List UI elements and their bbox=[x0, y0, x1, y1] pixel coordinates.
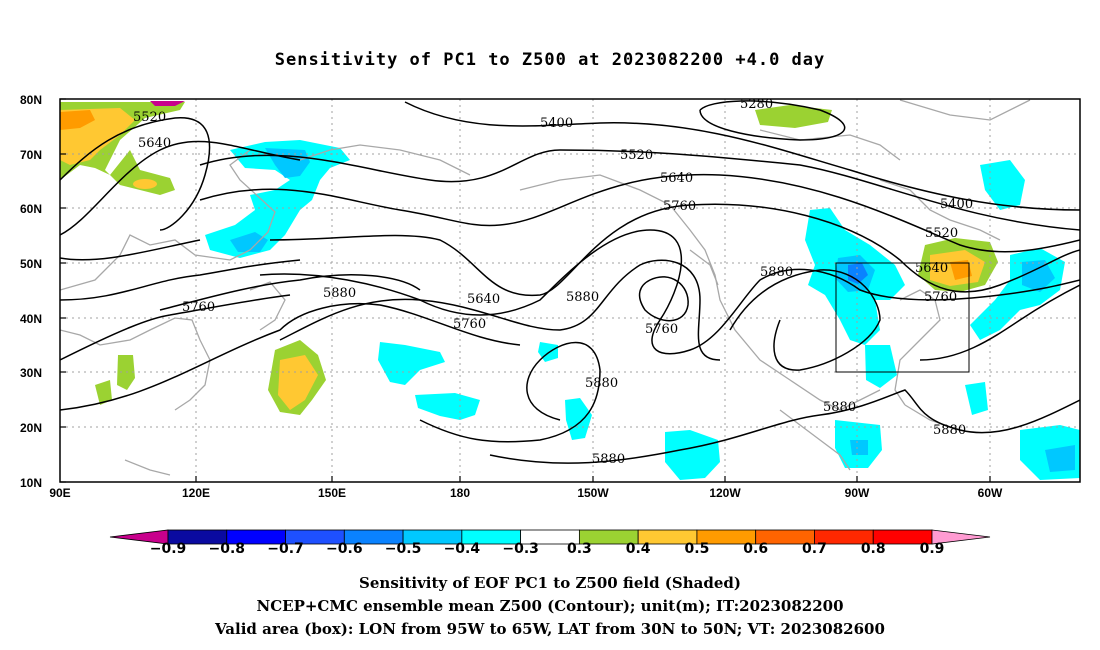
shade-positive bbox=[60, 110, 95, 130]
shade-positive bbox=[755, 105, 832, 128]
shade-negative bbox=[150, 101, 185, 106]
shade-negative bbox=[565, 398, 592, 440]
shade-negative bbox=[1045, 445, 1075, 472]
colorbar-label: 0.3 bbox=[566, 541, 592, 557]
contour-label: 5760 bbox=[663, 199, 696, 214]
contour-label: 5640 bbox=[138, 136, 171, 151]
colorbar-label: 0.7 bbox=[802, 541, 827, 557]
lon-tick-label: 90W bbox=[845, 486, 870, 500]
lon-tick-label: 150W bbox=[577, 486, 609, 500]
colorbar-label: −0.6 bbox=[326, 541, 363, 557]
lat-labels: 80N 70N 60N 50N 40N 30N 20N 10N bbox=[20, 93, 42, 490]
valid-area-box bbox=[835, 262, 970, 373]
shade-negative bbox=[965, 382, 988, 415]
shade-negative bbox=[415, 393, 480, 420]
lon-tick-label: 90E bbox=[49, 486, 70, 500]
shade-positive bbox=[950, 260, 972, 280]
shade-positive bbox=[278, 355, 318, 410]
contour-label: 5760 bbox=[645, 322, 678, 337]
colorbar-label: −0.7 bbox=[267, 541, 304, 557]
lat-tick-label: 20N bbox=[20, 421, 42, 435]
coastlines bbox=[60, 99, 1031, 476]
lat-tick-label: 50N bbox=[20, 257, 42, 271]
colorbar-label: 0.8 bbox=[860, 541, 886, 557]
colorbar bbox=[109, 529, 991, 545]
contour-label: 5640 bbox=[467, 292, 500, 307]
lat-tick-label: 80N bbox=[20, 93, 42, 107]
caption-contour: NCEP+CMC ensemble mean Z500 (Contour); u… bbox=[256, 597, 844, 615]
colorbar-labels: −0.9 −0.8 −0.7 −0.6 −0.5 −0.4 −0.3 0.3 0.4 0.5 0.6… bbox=[0, 541, 1100, 561]
contour-label: 5640 bbox=[660, 171, 693, 186]
caption-shading: Sensitivity of EOF PC1 to Z500 field (Sh… bbox=[359, 574, 741, 592]
shade-negative bbox=[865, 345, 897, 388]
contour-label: 5880 bbox=[323, 286, 356, 301]
lon-labels: 90E 120E 150E 180 150W 120W 90W 60W bbox=[49, 486, 1003, 500]
contour-label: 5760 bbox=[924, 290, 957, 305]
contour-label: 5880 bbox=[760, 265, 793, 280]
colorbar-label: 0.4 bbox=[625, 541, 651, 557]
shade-negative bbox=[848, 263, 868, 284]
contour-label: 5400 bbox=[540, 116, 573, 131]
lon-tick-label: 180 bbox=[450, 486, 470, 500]
lon-tick-label: 150E bbox=[318, 486, 346, 500]
tick-marks bbox=[60, 98, 991, 483]
colorbar-label: −0.9 bbox=[149, 541, 187, 557]
colorbar-max-arrow bbox=[931, 529, 991, 545]
colorbar-label: 0.9 bbox=[919, 541, 945, 557]
colorbar-label: −0.4 bbox=[443, 541, 481, 557]
lon-tick-label: 60W bbox=[978, 486, 1003, 500]
contour-label: 5880 bbox=[823, 400, 856, 415]
map-frame bbox=[59, 98, 1081, 483]
lat-tick-label: 40N bbox=[20, 312, 42, 326]
contour-label: 5760 bbox=[453, 317, 486, 332]
colorbar-label: −0.8 bbox=[208, 541, 246, 557]
map-title: Sensitivity of PC1 to Z500 at 2023082200… bbox=[274, 50, 826, 70]
contours bbox=[60, 100, 1080, 464]
colorbar-label: −0.5 bbox=[384, 541, 422, 557]
contour-label: 5400 bbox=[940, 197, 973, 212]
shade-negative bbox=[980, 160, 1025, 210]
shade-negative bbox=[850, 440, 868, 455]
contour-label: 5880 bbox=[566, 290, 599, 305]
colorbar-label: 0.5 bbox=[684, 541, 710, 557]
shade-negative bbox=[665, 430, 720, 480]
lat-tick-label: 60N bbox=[20, 202, 42, 216]
contour-label: 5520 bbox=[620, 148, 653, 163]
contour-label: 5880 bbox=[592, 452, 625, 467]
shade-negative bbox=[230, 232, 268, 252]
contour-labels: 5280 5400 5400 5520 5520 5520 5640 5640 … bbox=[133, 97, 973, 467]
colorbar-label: −0.3 bbox=[502, 541, 539, 557]
lat-tick-label: 30N bbox=[20, 366, 42, 380]
graticule bbox=[60, 99, 1080, 482]
lon-tick-label: 120W bbox=[709, 486, 741, 500]
lat-tick-label: 70N bbox=[20, 148, 42, 162]
contour-label: 5280 bbox=[740, 97, 773, 112]
contour-label: 5640 bbox=[915, 261, 948, 276]
contour-label: 5760 bbox=[182, 300, 215, 315]
contour-label: 5520 bbox=[133, 110, 166, 125]
contour-label: 5880 bbox=[933, 423, 966, 438]
contour-label: 5520 bbox=[925, 226, 958, 241]
shade-negative bbox=[1022, 260, 1055, 292]
shade-positive bbox=[133, 179, 157, 189]
lat-tick-label: 10N bbox=[20, 476, 42, 490]
caption-valid-area: Valid area (box): LON from 95W to 65W, L… bbox=[215, 620, 885, 638]
shading-layer bbox=[60, 101, 1080, 480]
lon-tick-label: 120E bbox=[182, 486, 210, 500]
contour-label: 5880 bbox=[585, 376, 618, 391]
shade-negative bbox=[378, 342, 445, 385]
shade-negative bbox=[205, 140, 350, 258]
shade-positive bbox=[95, 380, 112, 405]
colorbar-label: 0.6 bbox=[743, 541, 769, 557]
